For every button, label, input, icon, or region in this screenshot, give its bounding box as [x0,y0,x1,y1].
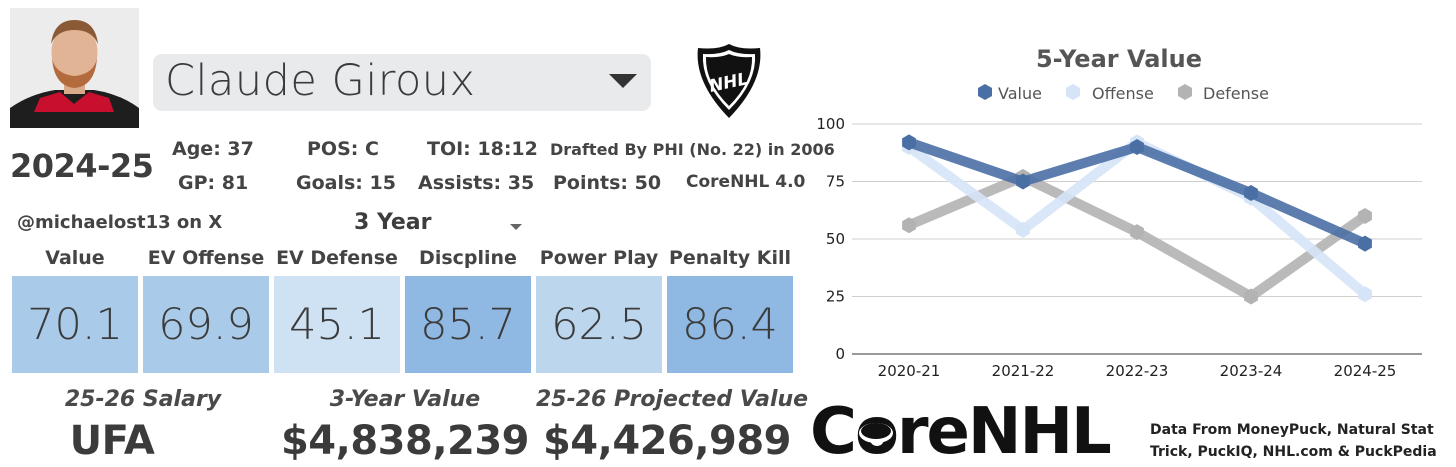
toi-stat: TOI: 18:12 [427,138,538,160]
metric-box-penalty-kill: 86.4 [667,276,793,373]
three-year-value: $4,838,239 [280,418,530,464]
salary-value: UFA [69,418,155,464]
data-point-value [1358,235,1372,252]
credits-line-2: Trick, PuckIQ, NHL.com & PuckPedia [1150,444,1437,460]
season-label: 2024-25 [10,147,154,185]
player-select[interactable]: Claude Giroux [153,54,651,111]
drafted-stat: Drafted By PHI (No. 22) in 2006 [550,140,835,159]
assists-stat: Assists: 35 [418,172,535,194]
three-year-label: 3-Year Value [329,387,481,412]
nhl-shield-icon: NHL [697,44,761,118]
y-tick-label: 0 [835,345,845,363]
author-handle: @michaelost13 on X [17,212,223,233]
chart-legend: Value Offense Defense [978,84,1269,103]
data-point-value [1016,173,1030,190]
corenhl-logo-text: CoreNHL [810,395,1111,463]
age-stat: Age: 37 [172,138,254,160]
chart-y-ticks: 0 25 50 75 100 [816,115,845,363]
player-headshot-icon [10,8,139,128]
data-point-offense [1016,221,1030,238]
legend-label-value: Value [998,84,1042,103]
projected-label: 25-26 Projected Value [536,387,809,412]
chart-title: 5-Year Value [1036,45,1202,73]
metric-label-ev-offense: EV Offense [147,247,265,269]
y-tick-label: 100 [816,115,845,133]
player-name: Claude Giroux [165,56,476,106]
x-tick-label: 2024-25 [1334,362,1397,380]
chart-series [902,134,1372,305]
data-credits: Data From MoneyPuck, Natural Stat Trick,… [1150,419,1450,463]
goals-stat: Goals: 15 [296,172,396,194]
legend-swatch-defense [1178,84,1192,100]
data-point-value [1244,185,1258,201]
five-year-value-chart: 5-Year Value Value Offense Defense 0 25 50… [816,45,1422,380]
points-stat: Points: 50 [553,172,662,194]
metric-box-ev-offense: 69.9 [143,276,269,373]
metric-box-ev-defense: 45.1 [274,276,400,373]
x-tick-label: 2022-23 [1106,362,1169,380]
metric-label-penalty-kill: Penalty Kill [668,247,791,269]
gp-stat: GP: 81 [178,172,249,194]
position-stat: POS: C [307,138,379,160]
y-tick-label: 25 [826,288,845,306]
data-point-offense [1358,286,1372,303]
chevron-down-icon[interactable] [609,74,637,88]
metric-label-power-play: Power Play [539,247,659,269]
metric-box-power-play: 62.5 [536,276,662,373]
player-photo [10,8,139,128]
data-point-value [902,134,916,151]
metric-box-value: 70.1 [12,276,138,373]
x-tick-label: 2021-22 [992,362,1055,380]
chart-x-ticks: 2020-21 2021-22 2022-23 2023-24 2024-25 [878,362,1397,380]
legend-swatch-offense [1066,84,1080,100]
y-tick-label: 50 [826,230,845,248]
corenhl-logo: CoreNHL [810,395,1125,467]
data-point-defense [1130,224,1144,241]
legend-swatch-value [978,84,992,100]
y-tick-label: 75 [826,173,845,191]
legend-label-defense: Defense [1203,84,1269,103]
x-tick-label: 2020-21 [878,362,941,380]
data-point-value [1130,139,1144,155]
metric-label-value: Value [45,247,105,269]
period-value: 3 Year [354,210,432,235]
version-stat: CoreNHL 4.0 [686,172,806,192]
projected-value: $4,426,989 [542,418,792,464]
salary-label: 25-26 Salary [64,387,222,412]
data-point-defense [1244,288,1258,305]
metric-box-discipline: 85.7 [405,276,531,373]
legend-label-offense: Offense [1092,84,1154,103]
corenhl-wordmark: CoreNHL [810,395,1113,467]
period-select[interactable]: 3 Year [354,210,526,238]
data-point-defense [1358,208,1372,224]
chevron-down-icon[interactable] [510,224,522,230]
metric-label-discipline: Discpline [419,247,517,269]
metric-label-ev-defense: EV Defense [276,247,398,269]
data-point-defense [902,217,916,234]
x-tick-label: 2023-24 [1220,362,1283,380]
credits-line-1: Data From MoneyPuck, Natural Stat [1150,422,1434,438]
nhl-logo: NHL [694,42,764,120]
